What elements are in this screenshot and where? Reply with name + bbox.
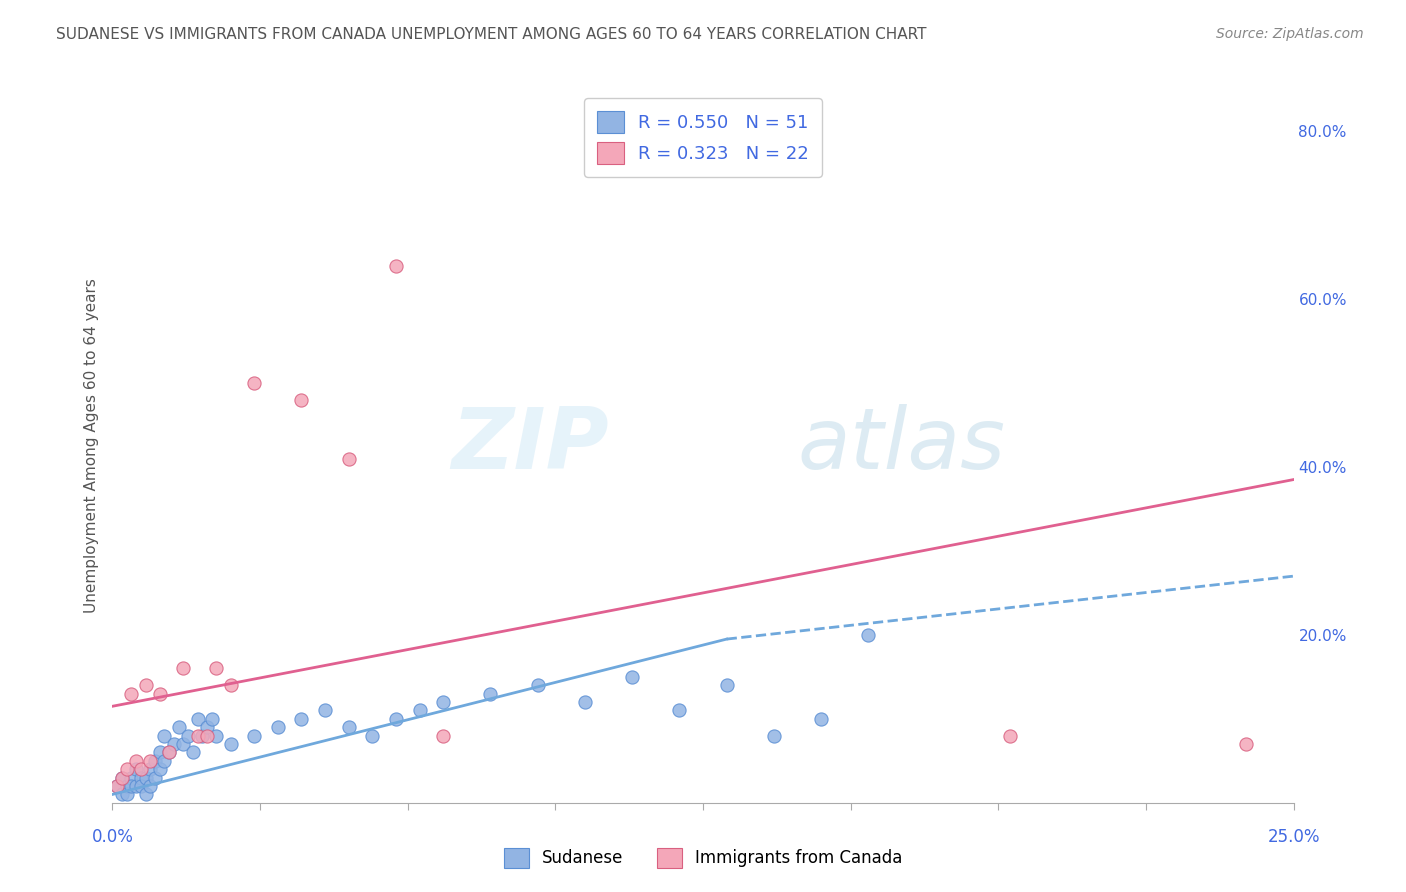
Point (157, 746, 180, 760)
Point (177, 729, 200, 743)
Point (139, 754, 162, 768)
Point (290, 712, 312, 726)
Point (105, 779, 128, 793)
Point (205, 729, 228, 743)
Point (243, 376, 266, 390)
Point (120, 779, 142, 793)
Point (139, 762, 162, 776)
Point (219, 678, 242, 692)
Point (115, 762, 138, 776)
Text: atlas: atlas (797, 404, 1005, 488)
Point (191, 729, 214, 743)
Point (195, 729, 218, 743)
Point (361, 729, 384, 743)
Point (290, 392, 312, 407)
Point (195, 720, 218, 734)
Text: SUDANESE VS IMMIGRANTS FROM CANADA UNEMPLOYMENT AMONG AGES 60 TO 64 YEARS CORREL: SUDANESE VS IMMIGRANTS FROM CANADA UNEMP… (56, 27, 927, 42)
Text: 0.0%: 0.0% (91, 828, 134, 846)
Point (858, 628, 880, 642)
Text: ZIP: ZIP (451, 404, 609, 488)
Point (153, 754, 176, 768)
Point (998, 729, 1021, 743)
Point (111, 788, 134, 802)
Text: Source: ZipAtlas.com: Source: ZipAtlas.com (1216, 27, 1364, 41)
Text: 25.0%: 25.0% (1267, 828, 1320, 846)
Point (111, 771, 134, 785)
Point (135, 678, 157, 692)
Point (408, 703, 430, 717)
Point (186, 729, 208, 743)
Point (143, 754, 166, 768)
Point (172, 661, 194, 675)
Point (219, 737, 242, 751)
Point (1234, 737, 1257, 751)
Point (125, 779, 148, 793)
Point (267, 720, 290, 734)
Point (432, 729, 454, 743)
Point (105, 779, 128, 793)
Point (143, 771, 166, 785)
Point (385, 712, 408, 726)
Point (111, 771, 134, 785)
Point (526, 678, 548, 692)
Point (762, 729, 785, 743)
Point (149, 687, 172, 701)
Point (149, 762, 172, 776)
Point (479, 687, 502, 701)
Point (621, 670, 644, 684)
Point (172, 737, 194, 751)
Point (115, 788, 138, 802)
Point (139, 779, 162, 793)
Point (385, 259, 408, 273)
Point (125, 762, 148, 776)
Point (201, 712, 224, 726)
Point (181, 746, 204, 760)
Point (810, 712, 832, 726)
Point (129, 771, 152, 785)
Y-axis label: Unemployment Among Ages 60 to 64 years: Unemployment Among Ages 60 to 64 years (83, 278, 98, 614)
Point (574, 695, 596, 709)
Point (668, 703, 690, 717)
Point (149, 746, 172, 760)
Point (243, 729, 266, 743)
Point (314, 703, 336, 717)
Point (337, 720, 360, 734)
Point (186, 712, 208, 726)
Point (120, 687, 142, 701)
Point (153, 729, 176, 743)
Point (205, 661, 228, 675)
Legend: Sudanese, Immigrants from Canada: Sudanese, Immigrants from Canada (496, 841, 910, 875)
Point (167, 720, 190, 734)
Point (115, 779, 138, 793)
Point (135, 771, 157, 785)
Point (120, 771, 142, 785)
Point (135, 788, 157, 802)
Point (129, 779, 152, 793)
Point (129, 762, 152, 776)
Point (163, 737, 186, 751)
Point (716, 678, 738, 692)
Point (125, 754, 148, 768)
Point (157, 746, 180, 760)
Legend: R = 0.550   N = 51, R = 0.323   N = 22: R = 0.550 N = 51, R = 0.323 N = 22 (585, 98, 821, 177)
Point (432, 695, 454, 709)
Point (337, 451, 360, 466)
